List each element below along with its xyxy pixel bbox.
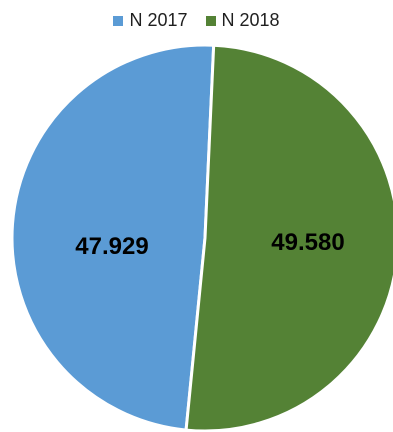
- pie-slice-n2017: [10, 43, 216, 432]
- legend-item-n2017: N 2017: [113, 10, 188, 31]
- legend-label-n2018: N 2018: [221, 10, 280, 30]
- pie-slices: [10, 43, 393, 432]
- pie-slice-n2018: [184, 43, 393, 432]
- legend-swatch-n2017: [113, 15, 124, 26]
- slice-label-n2018: 49.580: [271, 229, 344, 256]
- chart-legend: N 2017 N 2018: [0, 10, 393, 31]
- slice-label-n2017: 47.929: [75, 233, 148, 260]
- legend-item-n2018: N 2018: [205, 10, 280, 31]
- legend-label-n2017: N 2017: [129, 10, 188, 30]
- legend-swatch-n2018: [205, 15, 216, 26]
